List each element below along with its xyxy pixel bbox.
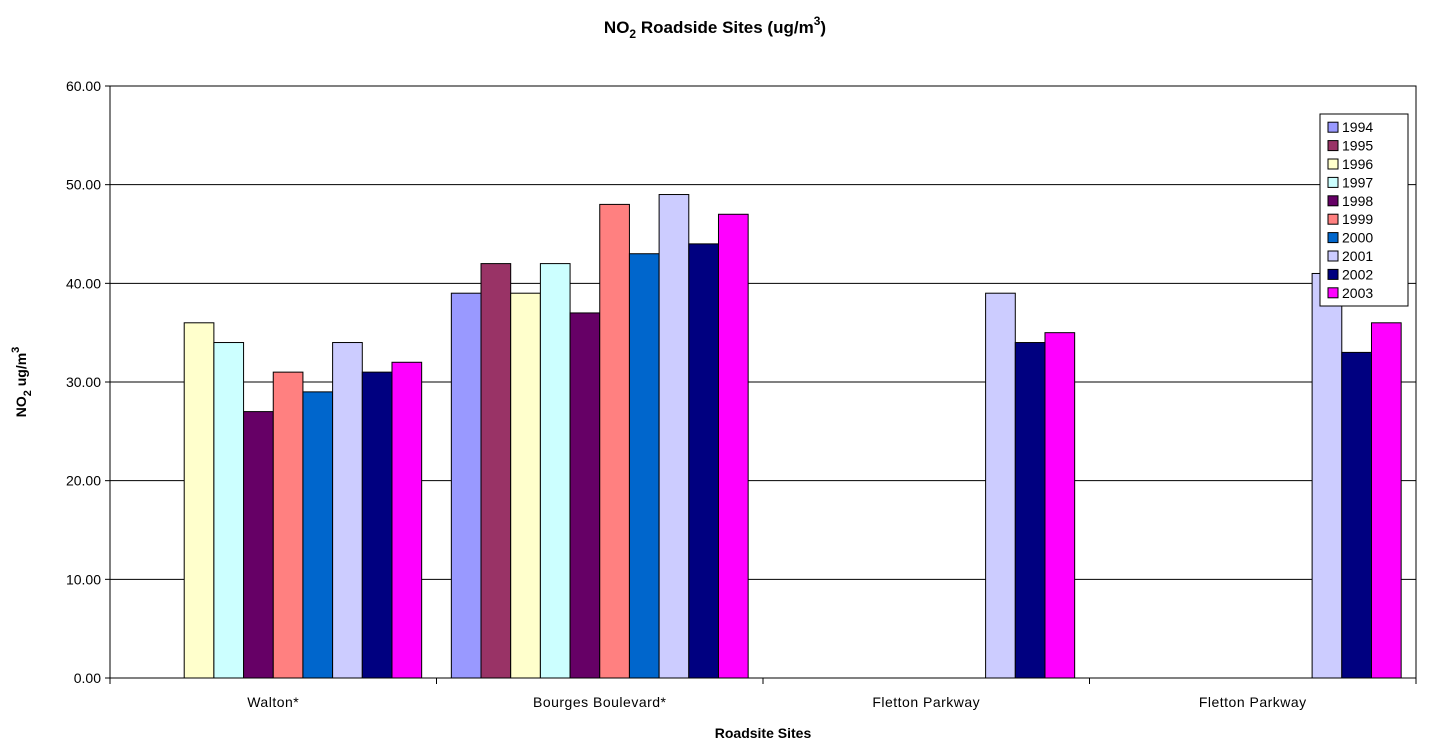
legend-label: 1995 bbox=[1342, 138, 1373, 154]
x-tick-label: Fletton Parkway bbox=[872, 694, 980, 710]
legend-label: 2003 bbox=[1342, 285, 1373, 301]
bar-2003-1 bbox=[717, 213, 749, 679]
legend: 1994 1995 1996 1997 1998 1999 2000 2001 2002 2003 bbox=[1319, 113, 1409, 307]
x-axis-title: Roadsite Sites bbox=[715, 725, 812, 741]
y-tick-label: 0.00 bbox=[74, 670, 101, 686]
chart-title: NO2 Roadside Sites (ug/m3) bbox=[604, 14, 826, 41]
legend-label: 1998 bbox=[1342, 193, 1373, 209]
legend-label: 2001 bbox=[1342, 248, 1373, 264]
legend-swatch bbox=[1327, 158, 1339, 170]
legend-label: 2000 bbox=[1342, 230, 1373, 246]
bar-1999-1 bbox=[599, 203, 630, 679]
bar-2003-2 bbox=[1044, 332, 1076, 679]
plot-area: Walton* Bourges Boulevard* Fletton Parkway… bbox=[66, 78, 1417, 710]
legend-swatch bbox=[1327, 268, 1339, 280]
legend-label: 1994 bbox=[1342, 119, 1373, 135]
bar-1996-0 bbox=[183, 322, 215, 679]
bar-2000-1 bbox=[628, 253, 660, 679]
bar-2003-0 bbox=[391, 361, 423, 679]
legend-label: 1999 bbox=[1342, 211, 1373, 227]
bar-2001-2 bbox=[985, 292, 1016, 679]
y-tick-label: 40.00 bbox=[66, 275, 101, 291]
legend-swatch bbox=[1327, 232, 1339, 244]
y-tick-label: 30.00 bbox=[66, 374, 101, 390]
bar-1997-0 bbox=[213, 342, 245, 679]
bars bbox=[183, 194, 1402, 679]
legend-swatch bbox=[1327, 213, 1339, 225]
bar-2002-2 bbox=[1014, 342, 1046, 679]
legend-label: 2002 bbox=[1342, 266, 1373, 282]
legend-swatch bbox=[1327, 195, 1339, 207]
bar-1994-1 bbox=[450, 292, 482, 679]
legend-swatch bbox=[1327, 176, 1339, 188]
bar-1998-1 bbox=[569, 312, 601, 679]
x-tick-label: Walton* bbox=[247, 694, 299, 710]
y-tick-label: 20.00 bbox=[66, 473, 101, 489]
bar-2000-0 bbox=[302, 391, 334, 679]
y-axis: 0.00 10.00 20.00 30.00 40.00 50.00 60.00 bbox=[66, 78, 110, 686]
legend-swatch bbox=[1327, 140, 1339, 152]
bar-2002-1 bbox=[688, 243, 719, 679]
x-tick-label: Bourges Boulevard* bbox=[533, 694, 667, 710]
bar-1999-0 bbox=[272, 371, 304, 679]
bar-1998-0 bbox=[243, 411, 274, 679]
bar-2003-3 bbox=[1370, 322, 1402, 679]
legend-swatch bbox=[1327, 250, 1339, 262]
bar-1996-1 bbox=[510, 292, 541, 679]
bar-2001-1 bbox=[658, 194, 690, 679]
bar-2002-0 bbox=[361, 371, 393, 679]
y-tick-label: 10.00 bbox=[66, 571, 101, 587]
x-tick-label: Fletton Parkway bbox=[1199, 694, 1307, 710]
y-axis-title: NO2 ug/m3 bbox=[10, 347, 34, 418]
bar-1995-1 bbox=[480, 263, 512, 679]
bar-2001-0 bbox=[332, 342, 363, 679]
y-tick-label: 60.00 bbox=[66, 78, 101, 94]
legend-label: 1997 bbox=[1342, 174, 1373, 190]
bar-2001-3 bbox=[1311, 272, 1343, 679]
y-tick-label: 50.00 bbox=[66, 177, 101, 193]
bar-2002-3 bbox=[1341, 351, 1372, 679]
x-axis: Walton* Bourges Boulevard* Fletton Parkway… bbox=[109, 678, 1417, 710]
legend-label: 1996 bbox=[1342, 156, 1373, 172]
bar-1997-1 bbox=[539, 263, 571, 679]
legend-swatch bbox=[1327, 121, 1339, 133]
legend-swatch bbox=[1327, 287, 1339, 299]
